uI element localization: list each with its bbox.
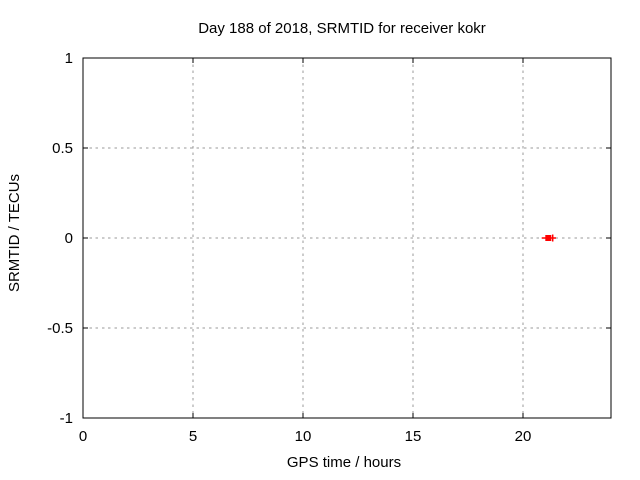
data-point-marker xyxy=(545,235,552,241)
y-tick-label: 0 xyxy=(65,230,73,247)
x-tick-label: 15 xyxy=(405,428,422,445)
y-tick-label: 1 xyxy=(65,50,73,67)
chart-title: Day 188 of 2018, SRMTID for receiver kok… xyxy=(198,20,486,37)
x-tick-label: 5 xyxy=(189,428,197,445)
x-tick-label: 10 xyxy=(295,428,312,445)
x-tick-label: 20 xyxy=(515,428,532,445)
y-tick-label: -1 xyxy=(60,410,73,427)
x-axis-label: GPS time / hours xyxy=(286,454,402,471)
y-tick-label: -0.5 xyxy=(47,320,73,337)
x-tick-label: 0 xyxy=(79,428,87,445)
y-tick-label: 0.5 xyxy=(52,140,73,157)
